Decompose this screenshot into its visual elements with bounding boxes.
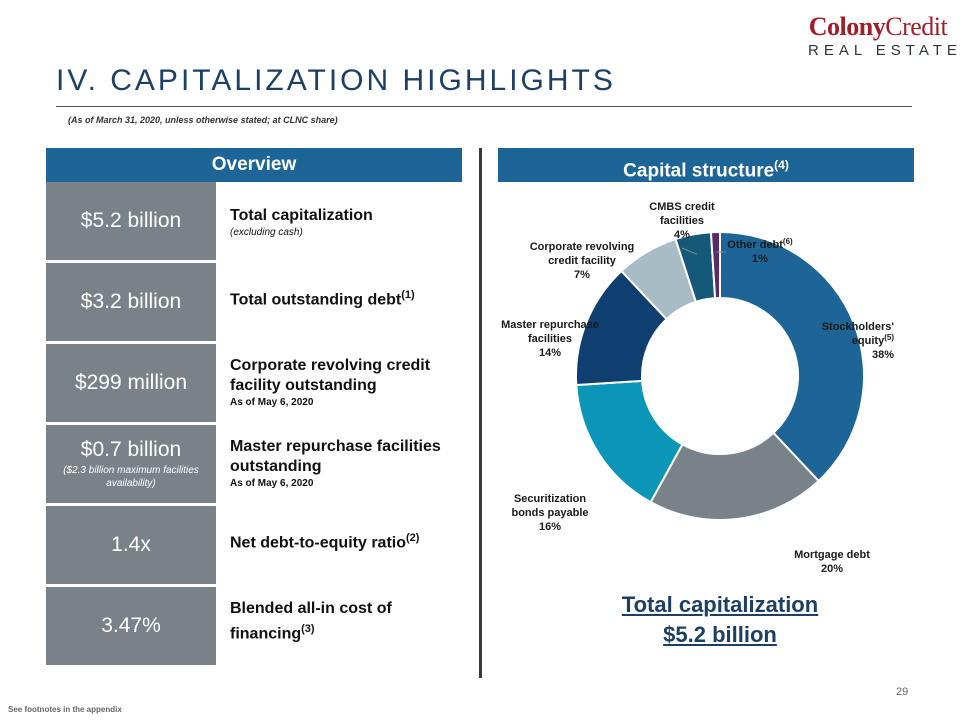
slice-label: Master repurchase facilities 14% [501, 319, 599, 359]
total-cap-line1: Total capitalization [621, 592, 819, 617]
metric-box: $3.2 billion [46, 263, 216, 341]
metric-description: Total capitalization (excluding cash) [230, 206, 470, 240]
capital-header-footnote: (4) [774, 158, 789, 172]
vertical-divider [479, 148, 482, 678]
metric-description: Total outstanding debt(1) [230, 285, 470, 310]
metric-footnote-ref: (1) [401, 289, 415, 301]
page-subtitle: (As of March 31, 2020, unless otherwise … [68, 115, 338, 125]
donut-slice-other-debt [709, 230, 721, 300]
metric-label: Total capitalization [230, 207, 373, 224]
metric-footnote-ref: (3) [301, 623, 315, 635]
slice-label: Corporate revolving credit facility 7% [530, 241, 635, 281]
metric-description: Corporate revolving credit facility outs… [230, 356, 470, 410]
metric-label: Total outstanding debt(1) [230, 289, 415, 309]
slice-label: Securitization bonds payable 16% [511, 493, 588, 533]
donut-slice-mortgage-debt [649, 431, 820, 521]
metric-label: Net debt-to-equity ratio(2) [230, 532, 420, 552]
page-number: 29 [896, 686, 909, 698]
metric-value: $3.2 billion [80, 290, 182, 313]
slice-label: Mortgage debt 20% [794, 549, 870, 575]
slice-label: Stockholders' equity(5) 38% [822, 321, 895, 361]
metric-description: Net debt-to-equity ratio(2) [230, 528, 470, 553]
title-divider [56, 106, 912, 107]
total-capitalization-caption: Total capitalization $5.2 billion [560, 590, 880, 650]
company-logo: ColonyCredit REAL ESTATE [808, 12, 960, 60]
overview-header-label: Overview [211, 154, 297, 175]
capital-structure-header: Capital structure(4) [498, 148, 914, 182]
page-title: IV. CAPITALIZATION HIGHLIGHTS [56, 64, 616, 97]
metric-value: 1.4x [111, 533, 151, 556]
total-cap-line2: $5.2 billion [663, 622, 777, 647]
metric-description: Master repurchase facilities outstanding… [230, 437, 470, 491]
overview-header: Overview [46, 148, 462, 182]
donut-slice-stockholders-equity [719, 230, 865, 483]
footnote-text: See footnotes in the appendix [8, 705, 122, 714]
logo-tagline: REAL ESTATE [808, 42, 960, 59]
metric-label: Master repurchase facilities outstanding [230, 438, 441, 475]
metric-box: $299 million [46, 344, 216, 422]
metric-box: $5.2 billion [46, 182, 216, 260]
metric-sublabel: As of May 6, 2020 [230, 478, 314, 489]
metric-value: $5.2 billion [80, 209, 182, 232]
metric-box: 1.4x [46, 506, 216, 584]
metric-footnote-ref: (2) [406, 532, 420, 544]
leader-line [681, 247, 697, 255]
slice-label: Other debt(6) 1% [727, 237, 793, 265]
metric-sublabel: (excluding cash) [230, 227, 303, 238]
metric-label: Corporate revolving credit facility outs… [230, 357, 431, 394]
metric-description: Blended all-in cost of financing(3) [230, 599, 470, 644]
donut-chart: Stockholders' equity(5) 38% Mortgage debt 20… [501, 201, 895, 575]
capital-structure-chart: Stockholders' equity(5) 38% Mortgage debt 20… [482, 182, 932, 582]
metric-label: Blended all-in cost of financing(3) [230, 600, 392, 643]
metric-value: $299 million [74, 371, 188, 394]
metric-value: $0.7 billion [80, 438, 182, 461]
metric-value: 3.47% [101, 614, 161, 637]
metric-note: ($2.3 billion maximum facilities availab… [63, 465, 199, 489]
slice-label: CMBS credit facilities 4% [649, 201, 715, 241]
overview-metrics: $5.2 billion $3.2 billion $299 million $0.7… [46, 182, 216, 665]
metric-box: 3.47% [46, 587, 216, 665]
metric-sublabel: As of May 6, 2020 [230, 397, 314, 408]
logo-wordmark: ColonyCredit [808, 12, 948, 41]
metric-box: $0.7 billion ($2.3 billion maximum facili… [46, 425, 216, 503]
capital-header-label: Capital structure [623, 160, 775, 182]
